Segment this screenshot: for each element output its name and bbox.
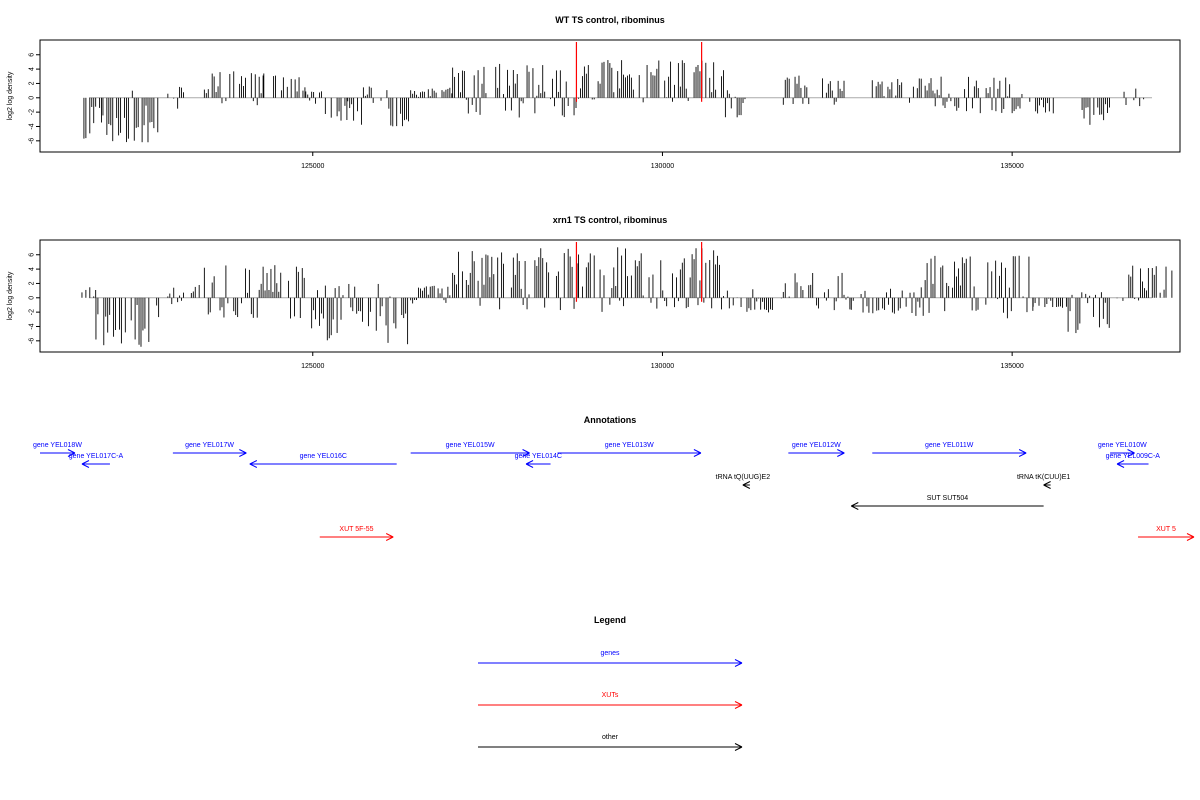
y-tick-label: 6: [28, 253, 35, 257]
feature-label: tRNA tQ(UUG)E2: [716, 474, 771, 481]
legend-item: XUTs: [478, 692, 743, 709]
y-tick-label: -2: [28, 109, 35, 115]
y-tick-label: -2: [28, 309, 35, 315]
annotation-tracks: gene YEL018W gene YEL017C-A gene YEL017W ge…: [33, 442, 1195, 541]
x-tick-label: 135000: [1000, 163, 1023, 170]
feature-arrow: SUT SUT504: [851, 495, 1044, 510]
feature-label: gene YEL013W: [605, 442, 654, 449]
feature-arrow: gene YEL017C-A: [69, 453, 124, 468]
y-tick-label: 0: [28, 296, 35, 300]
y-tick-label: -4: [28, 123, 35, 129]
x-tick-label: 125000: [301, 363, 324, 370]
chart-title-wt: WT TS control, ribominus: [555, 15, 665, 25]
feature-label: gene YEL010W: [1098, 442, 1147, 449]
annotations-title: Annotations: [584, 415, 637, 425]
y-tick-label: -6: [28, 138, 35, 144]
feature-label: gene YEL011W: [925, 442, 974, 449]
feature-label: gene YEL017C-A: [69, 453, 124, 460]
x-tick-label: 135000: [1000, 363, 1023, 370]
plot-area-xrn1: -6 -4 -2 0 2 4 6 125000 130000 135000: [28, 242, 1173, 370]
feature-arrow: gene YEL015W: [410, 442, 530, 457]
feature-arrow: gene YEL011W: [872, 442, 1027, 457]
legend-label: XUTs: [602, 692, 619, 699]
feature-arrow: gene YEL013W: [557, 442, 702, 457]
signal-bars: [81, 247, 1173, 347]
y-tick-label: -4: [28, 323, 35, 329]
x-tick-label: 125000: [301, 163, 324, 170]
feature-label: SUT SUT504: [927, 495, 969, 502]
feature-arrow: XUT 5: [1138, 526, 1195, 541]
feature-arrow: gene YEL010W: [1098, 442, 1147, 457]
y-axis-label-xrn1: log2 log density: [7, 271, 14, 320]
chart-title-xrn1: xrn1 TS control, ribominus: [553, 215, 668, 225]
feature-arrow: gene YEL012W: [788, 442, 845, 457]
legend-label: genes: [600, 650, 620, 657]
legend-item: other: [478, 734, 743, 751]
y-tick-label: 2: [28, 281, 35, 285]
chart-panel-xrn1: xrn1 TS control, ribominus log2 log dens…: [7, 215, 1181, 370]
x-tick-label: 130000: [651, 363, 674, 370]
feature-arrow: tRNA tQ(UUG)E2: [716, 474, 771, 489]
feature-arrow: XUT 5F-55: [319, 526, 394, 541]
chart-panel-wt: WT TS control, ribominus log2 log densit…: [7, 15, 1181, 170]
feature-label: gene YEL016C: [300, 453, 347, 460]
feature-label: tRNA tK(CUU)E1: [1017, 474, 1070, 481]
plot-area-wt: -6 -4 -2 0 2 4 6 125000 130000 135000: [28, 42, 1153, 170]
y-axis: -6 -4 -2 0 2 4 6: [28, 253, 41, 344]
y-tick-label: 2: [28, 81, 35, 85]
legend-items: genes XUTs other: [478, 650, 743, 751]
feature-label: gene YEL015W: [446, 442, 495, 449]
x-axis: 125000 130000 135000: [301, 152, 1024, 170]
x-tick-label: 130000: [651, 163, 674, 170]
y-axis: -6 -4 -2 0 2 4 6: [28, 53, 41, 144]
y-tick-label: 4: [28, 267, 35, 271]
legend-item: genes: [478, 650, 743, 667]
legend-panel: Legend genes XUTs other: [478, 615, 743, 751]
x-axis: 125000 130000 135000: [301, 352, 1024, 370]
legend-label: other: [602, 734, 619, 741]
y-tick-label: -6: [28, 338, 35, 344]
feature-arrow: gene YEL017W: [172, 442, 247, 457]
feature-arrow: gene YEL016C: [249, 453, 397, 468]
y-tick-label: 4: [28, 67, 35, 71]
feature-label: XUT 5F-55: [339, 526, 373, 533]
feature-label: gene YEL018W: [33, 442, 82, 449]
feature-label: gene YEL009C-A: [1106, 453, 1161, 460]
legend-title: Legend: [594, 615, 626, 625]
y-tick-label: 6: [28, 53, 35, 57]
feature-arrow: tRNA tK(CUU)E1: [1017, 474, 1070, 489]
feature-arrow: gene YEL014C: [515, 453, 562, 468]
feature-label: gene YEL014C: [515, 453, 562, 460]
feature-label: XUT 5: [1156, 526, 1176, 533]
signal-bars: [83, 60, 1145, 143]
y-tick-label: 0: [28, 96, 35, 100]
y-axis-label-wt: log2 log density: [7, 71, 14, 120]
feature-arrow: gene YEL009C-A: [1106, 453, 1161, 468]
feature-label: gene YEL017W: [185, 442, 234, 449]
feature-arrow: gene YEL018W: [33, 442, 82, 457]
feature-label: gene YEL012W: [792, 442, 841, 449]
